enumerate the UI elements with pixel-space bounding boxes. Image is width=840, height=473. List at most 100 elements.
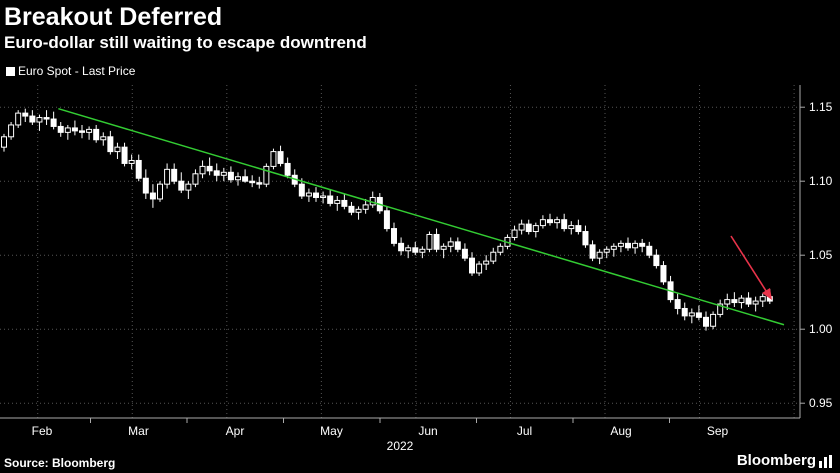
y-tick-label: 1.00	[809, 322, 833, 336]
candle-body	[738, 297, 745, 304]
candle-body	[554, 219, 561, 224]
chart-title: Breakout Deferred	[4, 3, 223, 31]
candle-body	[454, 241, 461, 250]
candle-body	[1, 136, 7, 148]
candle-body	[596, 251, 603, 259]
candle-body	[313, 192, 319, 198]
x-tick-label: Apr	[226, 424, 245, 438]
x-tick-label: Jul	[517, 424, 532, 438]
candle-body	[114, 146, 121, 153]
candle-body	[185, 183, 192, 191]
candle-body	[518, 223, 525, 231]
candle-body	[29, 115, 36, 123]
candle-body	[157, 183, 163, 200]
candle-body	[724, 299, 731, 305]
candle-body	[589, 244, 596, 259]
candle-body	[305, 192, 312, 197]
candle-body	[334, 199, 341, 204]
chart-subtitle: Euro-dollar still waiting to escape down…	[4, 33, 367, 52]
candle-body	[532, 225, 539, 233]
candle-body	[43, 117, 50, 120]
candle-body	[419, 248, 426, 253]
candle-body	[412, 247, 419, 253]
candle-body	[164, 168, 171, 185]
candle-body	[476, 263, 483, 274]
candle-body	[320, 195, 327, 198]
candle-body	[71, 127, 78, 132]
candle-body	[270, 151, 277, 167]
y-tick-label: 0.95	[809, 396, 833, 410]
candle-body	[362, 204, 369, 210]
annotation-arrowhead	[762, 288, 772, 300]
candle-body	[490, 251, 497, 262]
candle-body	[383, 210, 390, 230]
candle-body	[625, 242, 631, 249]
candle-body	[433, 233, 440, 250]
candle-body	[341, 199, 348, 207]
candle-body	[681, 307, 688, 317]
candle-body	[731, 299, 738, 304]
candle-body	[695, 312, 702, 318]
candle-body	[617, 242, 624, 247]
y-tick-label: 1.05	[809, 248, 833, 262]
x-tick-label: Jun	[418, 424, 437, 438]
candle-body	[57, 125, 64, 133]
candle-body	[752, 300, 759, 305]
candle-body	[192, 173, 199, 185]
candle-body	[36, 117, 43, 123]
legend-label: Euro Spot - Last Price	[18, 64, 136, 78]
candle-body	[298, 183, 305, 197]
candle-body	[15, 112, 22, 126]
candle-body	[107, 136, 114, 153]
candle-body	[469, 257, 475, 274]
candle-body	[249, 180, 256, 184]
candle-body	[235, 176, 241, 181]
candle-body	[355, 208, 362, 213]
trendline	[58, 107, 785, 326]
annotation-arrow	[730, 235, 769, 295]
candle-body	[759, 296, 766, 302]
candle-body	[206, 165, 213, 172]
candle-body	[632, 242, 639, 249]
candle-body	[646, 245, 653, 256]
source-note: Source: Bloomberg	[4, 456, 116, 470]
candle-body	[128, 159, 135, 164]
candle-body	[242, 176, 249, 182]
candle-body	[8, 124, 15, 138]
x-tick-label: May	[320, 424, 343, 438]
candle-body	[256, 182, 263, 185]
candle-body	[405, 247, 412, 252]
candle-body	[547, 219, 553, 224]
candle-body	[227, 171, 234, 181]
candle-body	[391, 228, 397, 244]
candle-body	[327, 195, 334, 204]
candle-body	[653, 254, 660, 267]
candle-body	[440, 245, 447, 250]
candle-body	[710, 313, 717, 327]
bar-chart-icon	[819, 454, 832, 468]
candle-body	[582, 231, 589, 246]
legend-swatch	[6, 66, 15, 76]
candle-body	[610, 245, 617, 250]
candle-body	[603, 248, 610, 253]
candle-body	[93, 128, 100, 141]
candle-body	[178, 180, 185, 191]
candle-body	[674, 299, 681, 309]
candle-body	[461, 248, 468, 259]
candle-body	[171, 168, 178, 182]
candle-body	[135, 159, 142, 179]
x-tick-label: Mar	[128, 424, 149, 438]
candle-body	[525, 223, 532, 233]
candle-body	[398, 242, 405, 252]
candle-body	[100, 136, 107, 141]
candle-body	[660, 265, 667, 283]
candle-body	[64, 127, 71, 133]
candle-body	[639, 242, 646, 247]
candle-body	[745, 297, 752, 305]
x-year-label: 2022	[387, 439, 414, 453]
candle-body	[284, 162, 291, 176]
candle-body	[575, 225, 582, 233]
candle-body	[213, 170, 220, 176]
candle-body	[348, 205, 355, 213]
bloomberg-logo: Bloomberg	[737, 452, 832, 470]
